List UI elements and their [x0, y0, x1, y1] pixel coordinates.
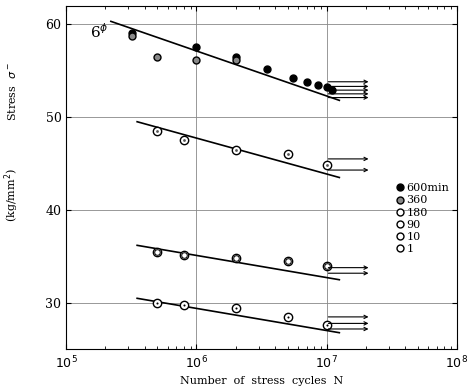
- Text: 6$^{\phi}$: 6$^{\phi}$: [90, 23, 108, 42]
- X-axis label: Number  of  stress  cycles  N: Number of stress cycles N: [180, 376, 343, 387]
- Text: (kg/mm$^2$): (kg/mm$^2$): [2, 168, 21, 221]
- Text: Stress  $\sigma^-$: Stress $\sigma^-$: [6, 62, 18, 121]
- Legend: 600min, 360, 180, 90, 10, 1: 600min, 360, 180, 90, 10, 1: [395, 181, 451, 256]
